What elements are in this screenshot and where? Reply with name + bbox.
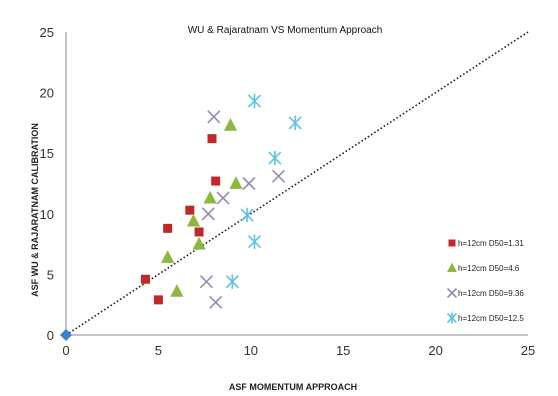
x-tick-label: 5 <box>155 343 162 358</box>
legend-item: h=12cm D50=1.31 <box>448 239 524 248</box>
x-marker <box>242 176 256 191</box>
y-tick-label: 10 <box>40 207 54 222</box>
triangle-marker <box>447 262 457 273</box>
square-marker <box>211 176 221 186</box>
triangle-marker <box>161 250 175 263</box>
y-tick-label: 20 <box>40 86 54 101</box>
x-marker <box>271 169 286 183</box>
star-marker <box>268 150 282 166</box>
reference-line-layer <box>65 31 529 336</box>
x-tick-label: 25 <box>521 343 535 358</box>
series-3 <box>199 110 286 309</box>
tick-labels: 0 5 10 15 20 25 0 5 10 15 20 25 <box>40 25 536 358</box>
square-marker <box>194 227 204 237</box>
legend-item: h=12cm D50=4.6 <box>447 262 520 273</box>
x-axis-label: ASF MOMENTUM APPROACH <box>229 382 357 392</box>
x-marker <box>209 295 223 309</box>
x-marker <box>207 110 221 124</box>
x-tick-label: 0 <box>62 343 69 358</box>
triangle-marker <box>223 118 238 131</box>
y-tick-label: 5 <box>47 267 54 282</box>
x-tick-label: 15 <box>336 343 350 358</box>
legend-item: h=12cm D50=12.5 <box>446 312 524 324</box>
square-marker <box>448 239 456 247</box>
triangle-marker <box>192 236 206 250</box>
data-points <box>60 93 302 341</box>
legend-label: h=12cm D50=1.31 <box>458 239 524 248</box>
y-tick-label: 25 <box>40 25 54 40</box>
legend: h=12cm D50=1.31 h=12cm D50=4.6 h=12cm D50=… <box>446 239 524 324</box>
triangle-marker <box>170 284 184 297</box>
origin-diamond-marker <box>60 329 72 341</box>
star-marker <box>288 115 302 131</box>
y-axis-label: ASF WU & RAJARATNAM CALIBRATION <box>30 123 40 297</box>
legend-item: h=12cm D50=9.36 <box>446 287 524 299</box>
star-marker <box>247 93 262 109</box>
star-marker <box>446 312 458 324</box>
y-tick-label: 0 <box>47 328 54 343</box>
square-marker <box>185 205 195 215</box>
x-tick-label: 20 <box>428 343 442 358</box>
x-marker <box>446 287 458 299</box>
x-marker <box>199 275 214 289</box>
series-4 <box>225 93 302 289</box>
star-marker <box>240 207 254 223</box>
square-marker <box>140 274 150 284</box>
x-marker <box>216 191 230 205</box>
reference-line <box>65 31 529 336</box>
series-2 <box>161 118 243 297</box>
legend-label: h=12cm D50=9.36 <box>458 289 524 298</box>
star-marker <box>225 274 239 289</box>
triangle-marker <box>203 190 217 204</box>
legend-label: h=12cm D50=4.6 <box>458 264 520 273</box>
y-tick-label: 15 <box>40 146 54 161</box>
series-1 <box>140 134 221 305</box>
axes <box>65 32 528 336</box>
square-marker <box>153 295 163 305</box>
x-marker <box>201 207 215 221</box>
square-marker <box>163 223 173 233</box>
triangle-marker <box>186 213 201 227</box>
x-tick-label: 10 <box>244 343 258 358</box>
chart-title: WU & Rajaratnam VS Momentum Approach <box>188 25 383 36</box>
star-marker <box>247 234 262 249</box>
square-marker <box>207 134 217 144</box>
triangle-marker <box>229 176 243 189</box>
legend-label: h=12cm D50=12.5 <box>458 314 524 323</box>
